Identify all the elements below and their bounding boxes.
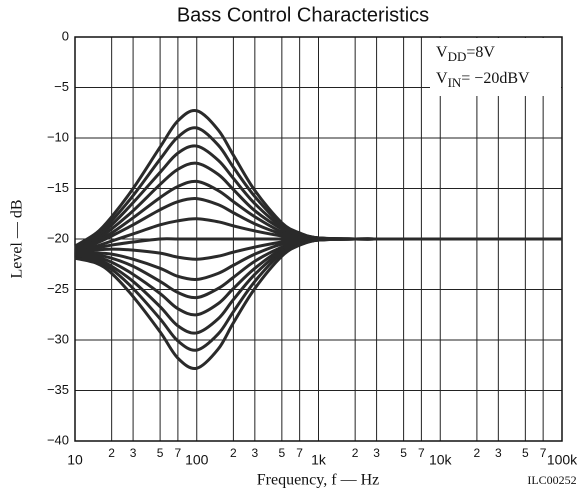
annotation-box — [430, 38, 561, 96]
annotation-sub: IN — [448, 75, 462, 90]
x-tick-label: 2 — [352, 446, 359, 460]
x-tick-label: 3 — [373, 446, 380, 460]
annotation-sub: DD — [448, 49, 467, 64]
x-tick-label: 3 — [495, 446, 502, 460]
x-tick-label: 5 — [279, 446, 286, 460]
y-tick-label: −5 — [54, 79, 69, 94]
annotation-part: =8V — [466, 44, 495, 61]
y-tick-label: −10 — [47, 129, 69, 144]
y-tick-label: −40 — [47, 432, 69, 447]
x-tick-label: 7 — [418, 446, 425, 460]
y-tick-label: −30 — [47, 331, 69, 346]
annotation-part: V — [436, 44, 448, 61]
x-tick-label: 10k — [429, 452, 453, 468]
figure-code: ILC00252 — [527, 473, 576, 487]
x-tick-label: 5 — [400, 446, 407, 460]
annotation: VIN= −20dBV — [436, 70, 530, 90]
x-tick-label: 7 — [296, 446, 303, 460]
x-tick-label: 5 — [522, 446, 529, 460]
annotation-part: = −20dBV — [461, 70, 530, 87]
y-tick-label: −35 — [47, 382, 69, 397]
x-tick-label: 10 — [67, 452, 83, 468]
curve — [74, 237, 562, 371]
y-tick-label: −20 — [47, 230, 69, 245]
y-axis-label: Level — dB — [9, 199, 26, 278]
y-tick-label: −25 — [47, 281, 69, 296]
x-tick-label: 100k — [547, 452, 578, 468]
chart-title: Bass Control Characteristics — [177, 4, 429, 26]
annotation: VDD=8V — [436, 44, 495, 64]
x-tick-label: 5 — [157, 446, 164, 460]
y-tick-label: 0 — [62, 28, 69, 43]
x-tick-label: 2 — [108, 446, 115, 460]
x-axis-label: Frequency, f — Hz — [257, 472, 379, 489]
x-tick-label: 2 — [230, 446, 237, 460]
y-tick-label: −15 — [47, 180, 69, 195]
x-tick-label: 2 — [474, 446, 481, 460]
x-tick-label: 7 — [540, 446, 547, 460]
x-tick-label: 100 — [185, 452, 209, 468]
x-tick-label: 1k — [311, 452, 327, 468]
annotation-part: V — [436, 70, 448, 87]
x-tick-label: 3 — [251, 446, 258, 460]
x-tick-label: 3 — [130, 446, 137, 460]
x-tick-label: 7 — [175, 446, 182, 460]
